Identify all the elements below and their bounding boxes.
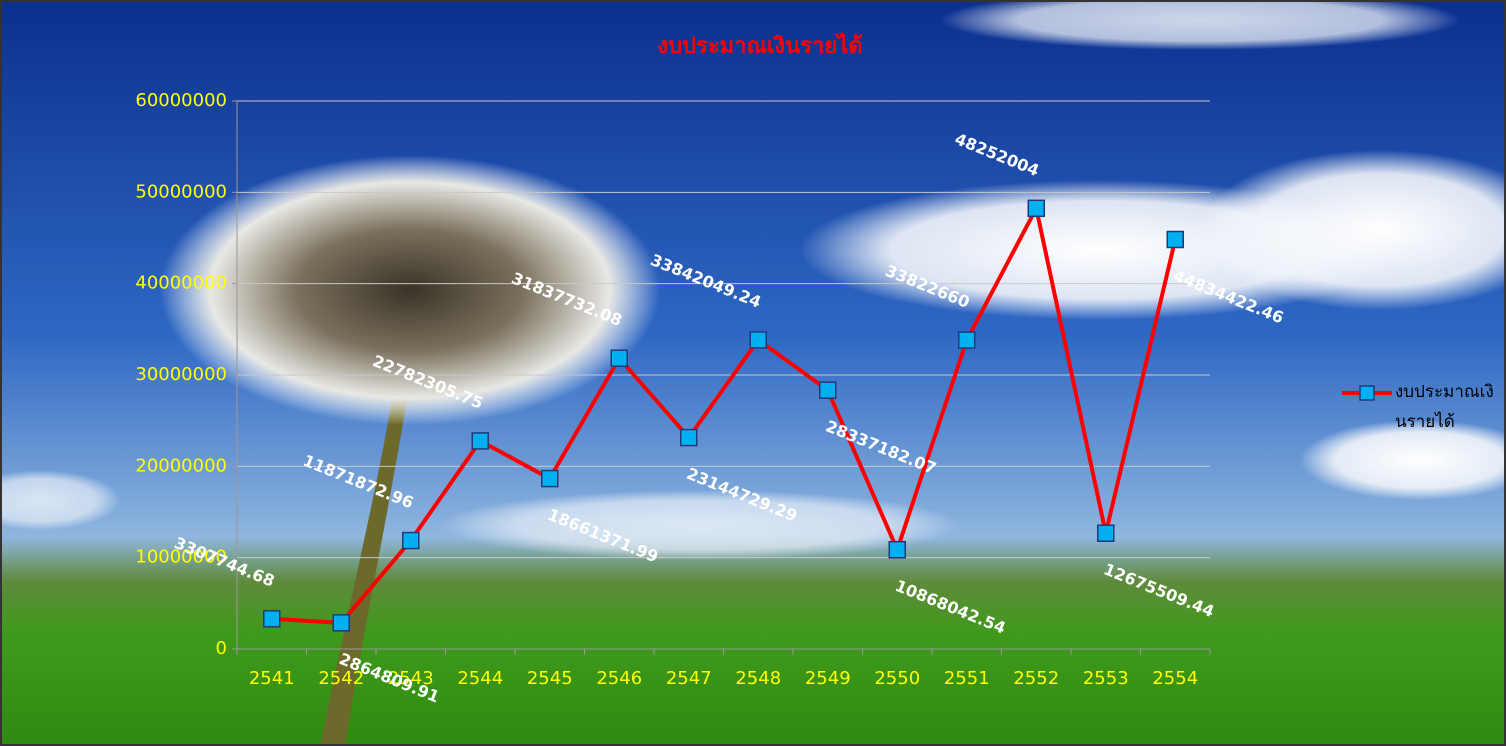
x-tick-label: 2552 (1013, 668, 1059, 689)
y-tick-label: 50000000 (135, 181, 227, 202)
chart: งบประมาณเงินรายได้ งบประมาณเงินรายได้ 01… (0, 0, 1506, 746)
x-tick-label: 2548 (735, 668, 781, 689)
marker (820, 382, 836, 398)
chart-title: งบประมาณเงินรายได้ (657, 32, 862, 59)
x-tick-label: 2549 (805, 668, 851, 689)
x-tick-label: 2541 (249, 668, 295, 689)
x-tick-label: 2553 (1083, 668, 1129, 689)
y-tick-label: 30000000 (135, 364, 227, 385)
legend-text-box: งบประมาณเงินรายได้ (1395, 377, 1495, 477)
y-tick-label: 0 (216, 638, 227, 659)
x-tick-label: 2546 (596, 668, 642, 689)
marker (959, 332, 975, 348)
y-tick-label: 40000000 (135, 273, 227, 294)
marker (333, 615, 349, 631)
marker (611, 350, 627, 366)
marker (542, 471, 558, 487)
marker (472, 433, 488, 449)
marker (750, 332, 766, 348)
y-tick-label: 60000000 (135, 90, 227, 111)
marker (403, 533, 419, 549)
x-tick-label: 2547 (666, 668, 712, 689)
x-tick-label: 2545 (527, 668, 573, 689)
marker (889, 542, 905, 558)
x-tick-label: 2551 (944, 668, 990, 689)
marker (264, 611, 280, 627)
legend-marker (1360, 386, 1374, 400)
marker (681, 430, 697, 446)
x-tick-label: 2544 (457, 668, 503, 689)
marker (1098, 525, 1114, 541)
y-tick-label: 20000000 (135, 455, 227, 476)
x-tick-label: 2554 (1152, 668, 1198, 689)
marker (1028, 200, 1044, 216)
legend-label: งบประมาณเงินรายได้ (1395, 377, 1495, 437)
x-tick-label: 2550 (874, 668, 920, 689)
marker (1167, 232, 1183, 248)
